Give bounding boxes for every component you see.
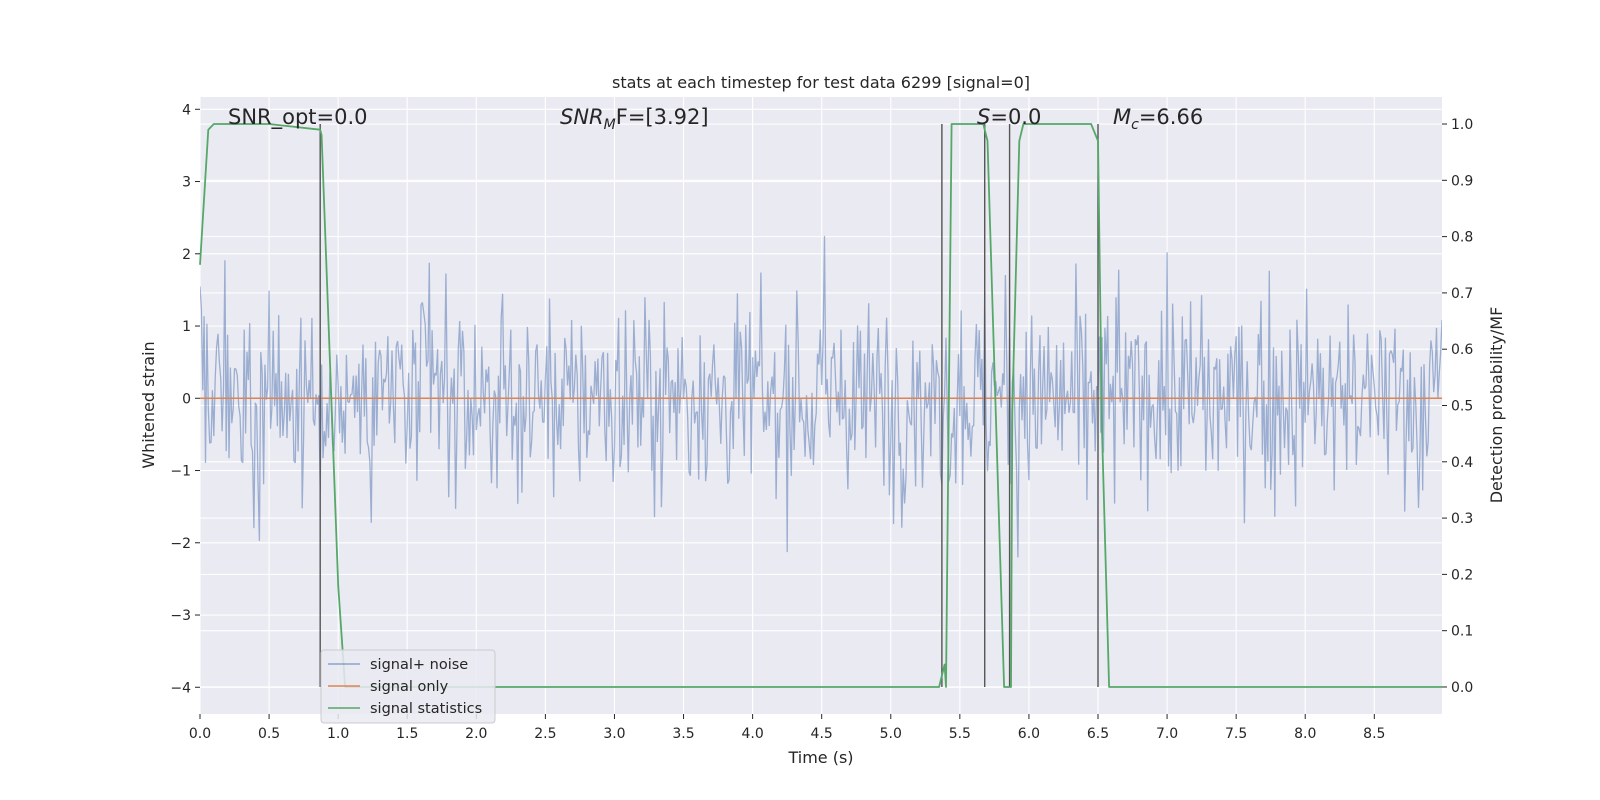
legend-label-noise: signal+ noise: [370, 657, 468, 673]
y-axis-label: Whitened strain: [139, 341, 158, 468]
stats-line: [199, 123, 1442, 688]
noise-trace: [200, 235, 1442, 558]
x-axis-ticks: 0.0 0.5 1.0 1.5 2.0 2.5 3.0 3.5 4.0 4.5 5.0 5.5 6.0 6…: [189, 714, 1385, 742]
legend-label-signal: signal only: [370, 679, 449, 695]
x-tick-label: 0.0: [189, 726, 211, 742]
y2-tick-label: 0.8: [1451, 230, 1473, 246]
y2-axis-ticks: 0.0 0.1 0.2 0.3 0.4 0.5 0.6 0.7 0.8 0.9 1.0: [1442, 117, 1473, 696]
y-tick-label: −4: [170, 680, 191, 696]
x-tick-label: 8.0: [1294, 726, 1316, 742]
y-tick-label: 1: [182, 319, 191, 335]
y-tick-label: 4: [182, 102, 191, 118]
y-tick-label: 2: [182, 247, 191, 263]
annotation-snr-opt: SNR_opt=0.0: [228, 105, 368, 130]
y2-tick-label: 0.4: [1451, 455, 1473, 471]
y2-axis-label: Detection probability/MF: [1487, 307, 1506, 504]
y-tick-label: −2: [170, 536, 191, 552]
y2-tick-label: 0.7: [1451, 286, 1473, 302]
y2-tick-label: 0.6: [1451, 342, 1473, 358]
x-tick-label: 6.5: [1087, 726, 1109, 742]
legend-frame: [320, 649, 496, 724]
x-tick-label: 5.0: [880, 726, 902, 742]
y2-tick-label: 0.2: [1451, 567, 1473, 583]
legend: signal+ noise signal only signal statist…: [320, 649, 496, 724]
x-tick-label: 7.0: [1156, 726, 1178, 742]
y-axis-ticks: −4 −3 −2 −1 0 1 2 3 4: [170, 102, 200, 696]
x-tick-label: 8.5: [1363, 726, 1385, 742]
x-tick-label: 1.5: [396, 726, 418, 742]
y-tick-label: 0: [182, 391, 191, 407]
y-tick-label: 3: [182, 175, 191, 191]
x-tick-label: 7.5: [1225, 726, 1247, 742]
x-tick-label: 3.5: [672, 726, 694, 742]
x-tick-label: 5.5: [949, 726, 971, 742]
x-axis-label: Time (s): [787, 748, 853, 767]
series-signal-statistics: [199, 123, 1442, 688]
x-tick-label: 2.5: [534, 726, 556, 742]
annotation-s: S=0.0: [977, 105, 1041, 129]
annotation-snr-mf: SNRMF=[3.92]: [560, 105, 709, 133]
chart-title: stats at each timestep for test data 629…: [612, 73, 1030, 92]
y-tick-label: −1: [170, 464, 191, 480]
annotation-mc: Mc=6.66: [1113, 105, 1203, 133]
series-signal-noise: [200, 235, 1442, 558]
y2-tick-label: 0.3: [1451, 511, 1473, 527]
y2-tick-label: 0.1: [1451, 624, 1473, 640]
y2-tick-label: 0.0: [1451, 680, 1473, 696]
y2-tick-label: 1.0: [1451, 117, 1473, 133]
x-tick-label: 6.0: [1018, 726, 1040, 742]
y2-tick-label: 0.9: [1451, 173, 1473, 189]
vertical-markers: [319, 124, 1099, 687]
legend-label-stats: signal statistics: [370, 701, 482, 717]
x-tick-label: 4.5: [811, 726, 833, 742]
x-tick-label: 4.0: [741, 726, 763, 742]
x-tick-label: 0.5: [258, 726, 280, 742]
x-tick-label: 2.0: [465, 726, 487, 742]
x-tick-label: 3.0: [603, 726, 625, 742]
y2-tick-label: 0.5: [1451, 399, 1473, 415]
x-tick-label: 1.0: [327, 726, 349, 742]
grid-lines: [199, 97, 1442, 714]
y-tick-label: −3: [170, 608, 191, 624]
